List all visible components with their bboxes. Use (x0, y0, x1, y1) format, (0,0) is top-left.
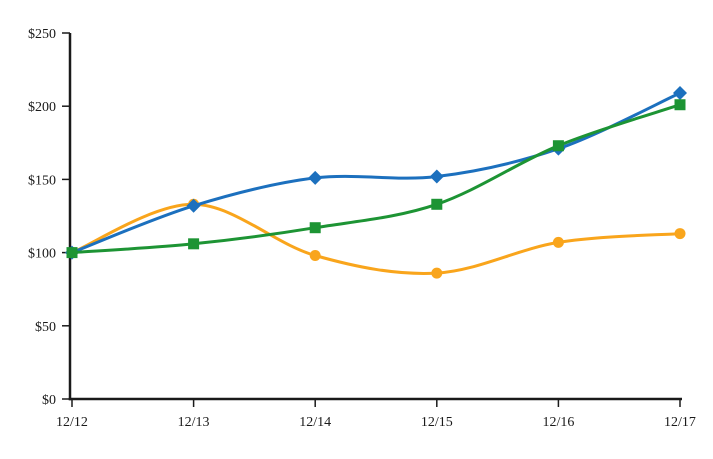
blue-diamond-series-marker-diamond-icon (673, 86, 687, 101)
y-axis-tick-label: $0 (42, 393, 56, 408)
green-square-series-marker-square-icon (552, 140, 564, 152)
x-axis-tick-label: 12/14 (299, 415, 331, 430)
y-axis-tick-label: $200 (28, 100, 56, 115)
blue-diamond-series-marker-diamond-icon (308, 170, 323, 185)
blue-diamond-series-marker-diamond-icon (186, 198, 201, 213)
blue-diamond-series-line (70, 91, 682, 255)
y-axis-tick-label: $250 (28, 27, 56, 42)
y-axis-tick-label: $100 (28, 247, 56, 262)
green-square-series-marker-square-icon (188, 238, 200, 250)
x-axis-tick-label: 12/17 (664, 415, 696, 430)
blue-diamond-series-marker-diamond-icon (429, 169, 444, 184)
green-square-series-marker-square-icon (431, 198, 443, 210)
y-axis-tick-label: $150 (28, 173, 56, 188)
orange-circle-series-line (70, 202, 682, 275)
x-axis-tick-label: 12/12 (56, 415, 88, 430)
x-axis-tick-label: 12/15 (421, 415, 453, 430)
x-axis-tick-label: 12/16 (542, 415, 574, 430)
orange-circle-series-marker-circle-icon (674, 228, 686, 240)
y-axis-tick-label: $50 (35, 320, 56, 335)
green-square-series-marker-square-icon (674, 99, 686, 111)
green-square-series-line (70, 103, 682, 255)
green-square-series-marker-square-icon (309, 222, 321, 234)
green-square-series-marker-square-icon (66, 247, 78, 259)
x-axis-tick-label: 12/13 (178, 415, 210, 430)
orange-circle-series-marker-circle-icon (431, 267, 443, 279)
orange-circle-series-marker-circle-icon (552, 236, 564, 248)
orange-circle-series-marker-circle-icon (309, 250, 321, 262)
